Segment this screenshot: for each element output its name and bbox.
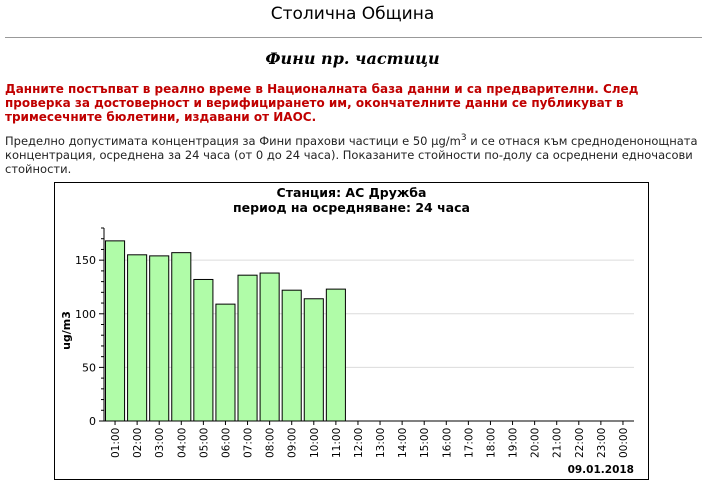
bar [149, 255, 170, 422]
bar [237, 274, 258, 422]
x-tick-label: 21:00 [552, 428, 564, 458]
x-tick-label: 20:00 [530, 428, 542, 458]
bar [105, 240, 126, 422]
bar [259, 272, 280, 422]
x-tick-label: 17:00 [463, 428, 475, 458]
y-tick-label: 100 [75, 308, 96, 321]
x-tick-label: 15:00 [419, 428, 431, 458]
y-tick-label: 150 [75, 254, 96, 267]
x-tick-label: 08:00 [265, 428, 277, 458]
info-text-part1: Пределно допустимата концентрация за Фин… [5, 133, 461, 148]
x-tick-label: 18:00 [485, 428, 497, 458]
x-tick-label: 12:00 [353, 428, 365, 458]
x-tick-label: 02:00 [132, 428, 144, 458]
x-tick-label: 14:00 [397, 428, 409, 458]
x-tick-label: 01:00 [110, 428, 122, 458]
info-text-sup: 3 [460, 133, 467, 143]
x-tick-label: 09:00 [287, 428, 299, 458]
x-tick-label: 16:00 [441, 428, 453, 458]
x-tick-label: 07:00 [243, 428, 255, 458]
x-tick-label: 23:00 [596, 428, 608, 458]
bar [281, 289, 302, 422]
bar [325, 288, 346, 422]
x-tick-label: 22:00 [574, 428, 586, 458]
info-text-part2: и се отнася към средноденонощната концен… [5, 133, 698, 176]
page-title: Столична Община [270, 4, 435, 24]
chart-station: Станция: АС Дружба [276, 185, 427, 200]
notice-text: Данните постъпват в реално време в Нацио… [5, 82, 639, 124]
x-tick-label: 13:00 [375, 428, 387, 458]
bar [215, 303, 236, 422]
section-title: Фини пр. частици [265, 49, 440, 68]
date-label: 09.01.2018 [568, 464, 634, 476]
bar [193, 278, 214, 422]
x-tick-label: 00:00 [618, 428, 630, 458]
y-tick-label: 0 [89, 415, 96, 428]
bar [303, 298, 324, 422]
x-tick-label: 19:00 [508, 428, 520, 458]
x-tick-label: 04:00 [176, 428, 188, 458]
x-tick-label: 05:00 [198, 428, 210, 458]
divider [5, 37, 702, 38]
y-tick-label: 50 [82, 361, 96, 374]
x-tick-label: 10:00 [309, 428, 321, 458]
bar [171, 252, 192, 422]
x-tick-label: 03:00 [154, 428, 166, 458]
y-axis-label: ug/m3 [60, 311, 73, 350]
chart-period: период на осредняване: 24 часа [233, 200, 470, 215]
x-tick-label: 06:00 [220, 428, 232, 458]
bar [127, 254, 148, 422]
chart-title: Станция: АС Дружба период на осредняване… [54, 185, 649, 215]
x-tick-label: 11:00 [331, 428, 343, 458]
info-text: Пределно допустимата концентрация за Фин… [5, 131, 700, 176]
